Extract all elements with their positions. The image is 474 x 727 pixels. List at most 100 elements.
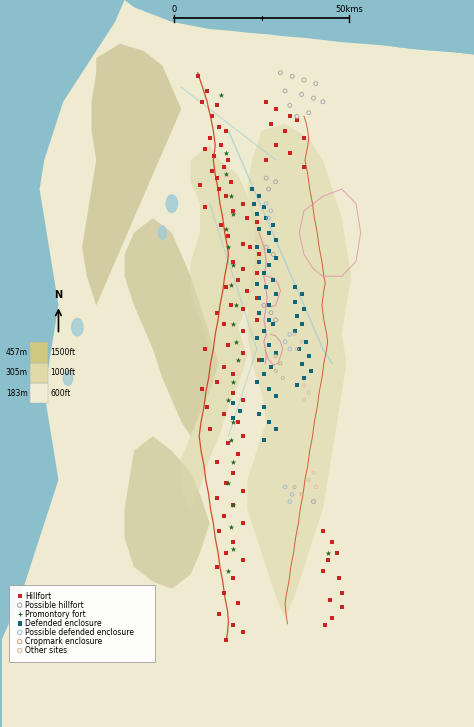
Point <box>239 430 246 442</box>
Point <box>222 147 230 158</box>
Point <box>251 198 258 209</box>
Point <box>305 350 312 362</box>
Point <box>300 303 308 315</box>
Point <box>260 369 268 380</box>
Point <box>291 329 298 340</box>
Point <box>288 489 296 500</box>
Point <box>272 289 280 300</box>
Point <box>272 423 280 435</box>
Point <box>260 201 268 213</box>
Point <box>201 343 209 355</box>
Text: 1500ft: 1500ft <box>50 348 75 357</box>
Text: Defended enclosure: Defended enclosure <box>26 619 102 628</box>
Point <box>260 267 268 278</box>
Point <box>326 594 334 606</box>
Point <box>222 281 230 293</box>
Point <box>201 143 209 155</box>
Circle shape <box>166 195 177 212</box>
Polygon shape <box>181 145 266 509</box>
Point <box>239 238 246 249</box>
Text: 50kms: 50kms <box>335 5 363 15</box>
Point <box>227 434 235 446</box>
Point <box>298 89 305 100</box>
Point <box>229 209 237 220</box>
Point <box>260 401 268 413</box>
Point <box>222 547 230 558</box>
Point <box>225 340 232 351</box>
Point <box>239 394 246 406</box>
Point <box>225 241 232 253</box>
Point <box>310 496 317 507</box>
Point <box>270 318 277 329</box>
Point <box>265 260 273 271</box>
Point <box>298 489 305 500</box>
Point <box>265 416 273 427</box>
Point <box>232 336 239 348</box>
Point <box>16 608 24 620</box>
Point <box>298 289 305 300</box>
Point <box>338 601 346 613</box>
Point <box>206 132 213 144</box>
Point <box>265 314 273 326</box>
Point <box>229 376 237 387</box>
Point <box>291 325 298 337</box>
Point <box>225 230 232 242</box>
Point <box>222 223 230 235</box>
Point <box>295 343 303 355</box>
Point <box>286 111 293 122</box>
Point <box>232 300 239 311</box>
Point <box>210 150 218 162</box>
Point <box>291 296 298 308</box>
Point <box>229 412 237 424</box>
Point <box>291 281 298 293</box>
Point <box>265 183 273 195</box>
Point <box>220 510 228 522</box>
Point <box>265 383 273 395</box>
Point <box>312 78 319 89</box>
Text: 0: 0 <box>172 5 177 15</box>
Point <box>220 361 228 373</box>
Polygon shape <box>2 0 87 131</box>
Point <box>253 216 261 228</box>
Point <box>239 554 246 566</box>
Point <box>229 467 237 478</box>
Point <box>300 379 308 391</box>
Text: Possible defended enclosure: Possible defended enclosure <box>26 628 135 637</box>
Point <box>253 332 261 344</box>
FancyBboxPatch shape <box>9 585 155 662</box>
Point <box>255 256 263 268</box>
Bar <box>30 342 48 363</box>
Point <box>196 180 204 191</box>
Point <box>220 409 228 420</box>
Point <box>239 303 246 315</box>
Point <box>272 365 280 377</box>
Point <box>298 336 305 348</box>
Point <box>213 492 220 504</box>
Point <box>272 350 280 362</box>
Point <box>272 234 280 246</box>
Point <box>201 201 209 213</box>
Point <box>300 132 308 144</box>
Point <box>338 587 346 598</box>
Point <box>282 125 289 137</box>
Point <box>208 111 216 122</box>
Point <box>328 612 336 624</box>
Point <box>282 336 289 348</box>
Point <box>234 274 242 286</box>
Point <box>234 416 242 427</box>
Point <box>300 161 308 173</box>
Point <box>300 372 308 384</box>
Point <box>16 599 24 611</box>
Point <box>267 307 275 318</box>
Point <box>255 223 263 235</box>
Point <box>319 565 327 577</box>
Point <box>229 619 237 631</box>
Point <box>286 343 293 355</box>
Point <box>255 307 263 318</box>
Point <box>255 292 263 304</box>
Point <box>218 140 225 151</box>
Point <box>286 329 293 340</box>
Point <box>270 249 277 260</box>
Point <box>263 96 270 108</box>
Polygon shape <box>82 44 181 305</box>
